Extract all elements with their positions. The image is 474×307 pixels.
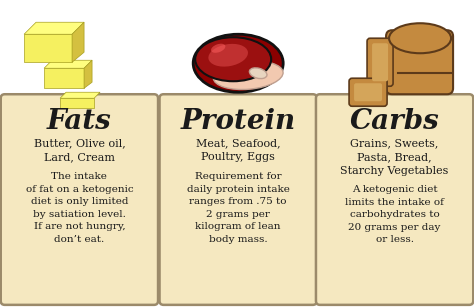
Polygon shape — [24, 34, 72, 62]
FancyBboxPatch shape — [349, 78, 387, 106]
FancyBboxPatch shape — [372, 43, 388, 81]
Text: Carbs: Carbs — [350, 108, 439, 135]
Text: Fats: Fats — [47, 108, 112, 135]
Polygon shape — [60, 98, 94, 108]
FancyBboxPatch shape — [316, 94, 473, 305]
Text: Protein: Protein — [181, 108, 296, 135]
Ellipse shape — [389, 23, 451, 53]
Ellipse shape — [195, 37, 271, 81]
FancyBboxPatch shape — [367, 38, 393, 86]
Polygon shape — [60, 92, 100, 98]
Polygon shape — [44, 60, 92, 68]
Ellipse shape — [211, 44, 225, 53]
Text: The intake
of fat on a ketogenic
diet is only limited
by satiation level.
If are: The intake of fat on a ketogenic diet is… — [26, 172, 133, 244]
Ellipse shape — [249, 68, 267, 79]
Text: A ketogenic diet
limits the intake of
carbohydrates to
20 grams per day
or less.: A ketogenic diet limits the intake of ca… — [345, 185, 444, 244]
Polygon shape — [44, 68, 84, 88]
Text: Grains, Sweets,
Pasta, Bread,
Starchy Vegetables: Grains, Sweets, Pasta, Bread, Starchy Ve… — [340, 138, 449, 176]
Ellipse shape — [209, 44, 248, 67]
Text: Requirement for
daily protein intake
ranges from .75 to
2 grams per
kilogram of : Requirement for daily protein intake ran… — [187, 172, 290, 244]
FancyBboxPatch shape — [160, 94, 317, 305]
Polygon shape — [24, 22, 84, 34]
Polygon shape — [84, 60, 92, 88]
Ellipse shape — [213, 61, 283, 90]
Text: Butter, Olive oil,
Lard, Cream: Butter, Olive oil, Lard, Cream — [34, 138, 125, 162]
Ellipse shape — [193, 34, 283, 92]
FancyBboxPatch shape — [1, 94, 158, 305]
FancyBboxPatch shape — [354, 83, 382, 101]
FancyBboxPatch shape — [386, 30, 453, 94]
Polygon shape — [72, 22, 84, 62]
Text: Meat, Seafood,
Poultry, Eggs: Meat, Seafood, Poultry, Eggs — [196, 138, 281, 162]
